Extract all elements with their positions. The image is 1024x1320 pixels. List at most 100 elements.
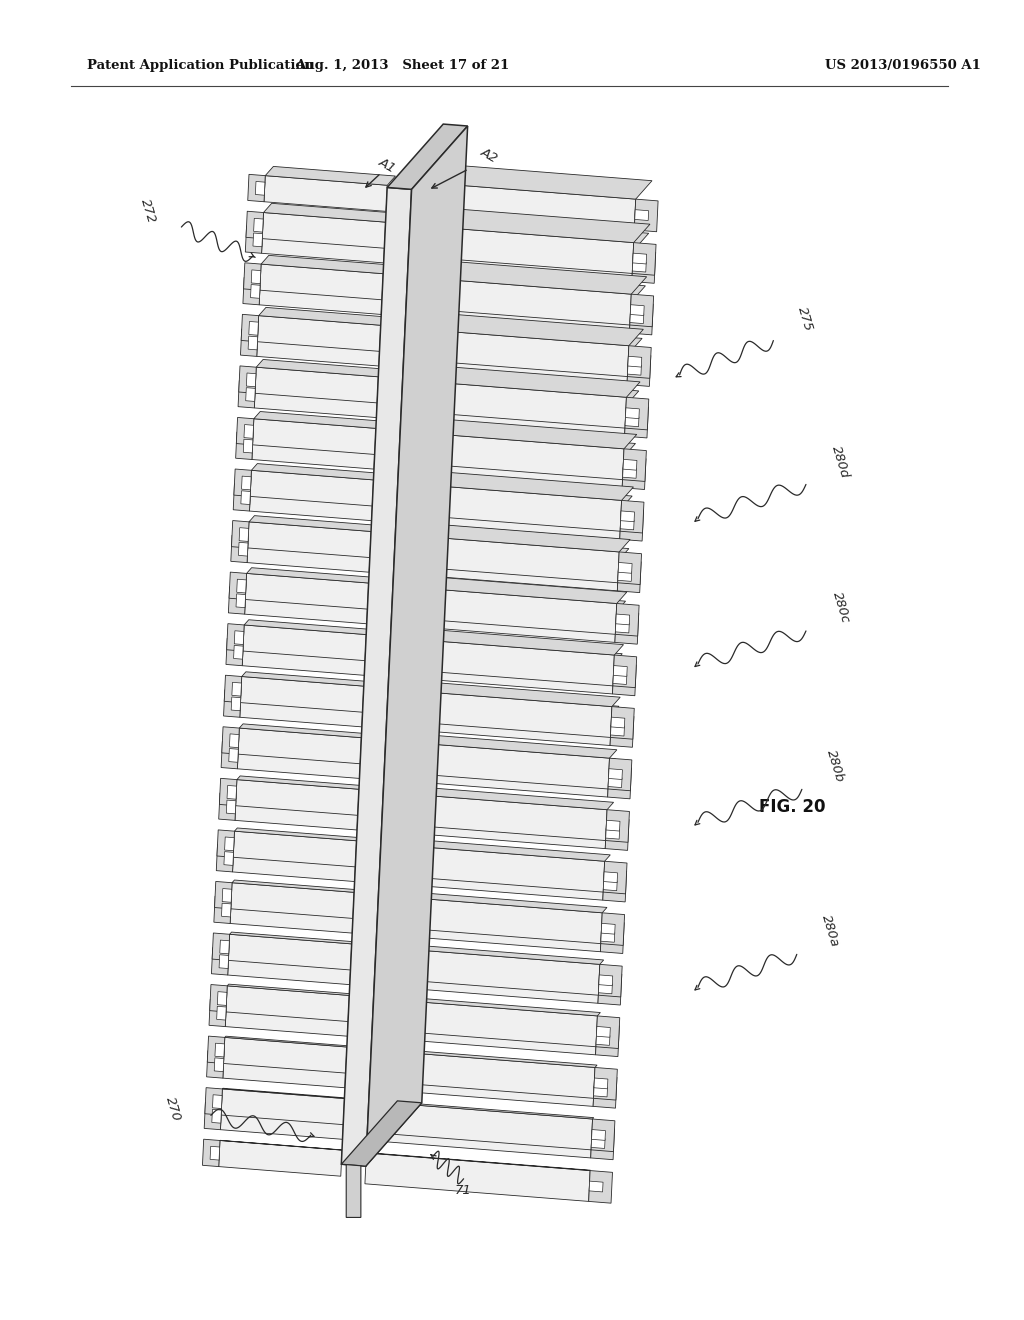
Polygon shape (212, 933, 229, 961)
Polygon shape (608, 776, 622, 788)
Polygon shape (229, 948, 352, 958)
Polygon shape (261, 255, 391, 273)
Polygon shape (372, 998, 597, 1047)
Polygon shape (244, 263, 261, 290)
Polygon shape (620, 508, 643, 541)
Polygon shape (243, 277, 260, 305)
Polygon shape (223, 690, 241, 717)
Polygon shape (395, 521, 630, 552)
Polygon shape (635, 210, 648, 220)
Polygon shape (203, 1139, 220, 1167)
Polygon shape (220, 1140, 342, 1150)
Polygon shape (263, 219, 392, 236)
Polygon shape (239, 739, 364, 752)
Polygon shape (221, 903, 231, 917)
Polygon shape (248, 337, 258, 350)
Polygon shape (237, 417, 254, 445)
Polygon shape (408, 268, 645, 302)
Polygon shape (398, 432, 624, 479)
Polygon shape (381, 846, 609, 870)
Text: A1: A1 (377, 154, 398, 176)
Polygon shape (264, 176, 387, 211)
Polygon shape (631, 305, 644, 315)
Polygon shape (389, 638, 614, 686)
Polygon shape (246, 388, 255, 401)
Polygon shape (594, 1068, 617, 1100)
Text: US 2013/0196550 A1: US 2013/0196550 A1 (825, 59, 981, 73)
Polygon shape (230, 898, 353, 933)
Polygon shape (379, 890, 607, 913)
Polygon shape (377, 903, 602, 952)
Polygon shape (604, 871, 617, 883)
Polygon shape (255, 181, 265, 195)
Polygon shape (623, 457, 646, 490)
Polygon shape (234, 828, 359, 841)
Polygon shape (248, 174, 265, 202)
Polygon shape (257, 330, 380, 366)
Polygon shape (255, 367, 378, 403)
Polygon shape (374, 995, 600, 1016)
Polygon shape (632, 243, 656, 275)
Polygon shape (341, 1101, 422, 1166)
Polygon shape (260, 264, 383, 300)
Polygon shape (233, 645, 243, 659)
Polygon shape (391, 586, 616, 635)
Polygon shape (214, 1057, 224, 1072)
Polygon shape (224, 851, 233, 866)
Polygon shape (615, 614, 630, 624)
Polygon shape (393, 574, 627, 603)
Polygon shape (383, 784, 613, 809)
Polygon shape (633, 253, 646, 264)
Polygon shape (256, 375, 384, 392)
Polygon shape (238, 380, 256, 408)
Polygon shape (404, 321, 642, 354)
Polygon shape (395, 531, 629, 560)
Polygon shape (240, 528, 249, 541)
Polygon shape (236, 594, 246, 607)
Polygon shape (260, 271, 390, 288)
Polygon shape (247, 374, 256, 387)
Polygon shape (217, 991, 227, 1006)
Text: 275: 275 (795, 305, 815, 334)
Polygon shape (245, 589, 368, 624)
Polygon shape (384, 748, 609, 797)
Polygon shape (249, 322, 258, 335)
Polygon shape (388, 680, 621, 706)
Polygon shape (377, 895, 602, 944)
Polygon shape (246, 573, 369, 609)
Polygon shape (612, 655, 637, 688)
Polygon shape (625, 405, 648, 438)
Polygon shape (387, 124, 468, 189)
Polygon shape (598, 983, 612, 994)
Polygon shape (248, 521, 371, 557)
Polygon shape (243, 624, 367, 661)
Polygon shape (366, 125, 468, 1166)
Polygon shape (611, 717, 625, 727)
Polygon shape (210, 985, 227, 1012)
Polygon shape (596, 1016, 620, 1048)
Polygon shape (391, 594, 616, 643)
Polygon shape (382, 792, 607, 841)
Polygon shape (233, 843, 358, 855)
Polygon shape (608, 768, 623, 780)
Polygon shape (234, 631, 244, 644)
Polygon shape (226, 986, 349, 1022)
Polygon shape (210, 1146, 220, 1160)
Polygon shape (628, 356, 642, 367)
Polygon shape (606, 829, 620, 840)
Polygon shape (598, 965, 623, 997)
Polygon shape (625, 416, 639, 426)
Polygon shape (214, 896, 231, 924)
Polygon shape (228, 748, 239, 762)
Polygon shape (369, 1100, 594, 1119)
Polygon shape (207, 1051, 224, 1078)
Text: 280b: 280b (824, 747, 847, 784)
Polygon shape (231, 697, 241, 710)
Polygon shape (402, 374, 639, 405)
Polygon shape (382, 800, 606, 849)
Polygon shape (403, 329, 629, 376)
Polygon shape (396, 491, 622, 540)
Polygon shape (239, 543, 248, 556)
Polygon shape (607, 766, 632, 799)
Polygon shape (603, 880, 617, 891)
